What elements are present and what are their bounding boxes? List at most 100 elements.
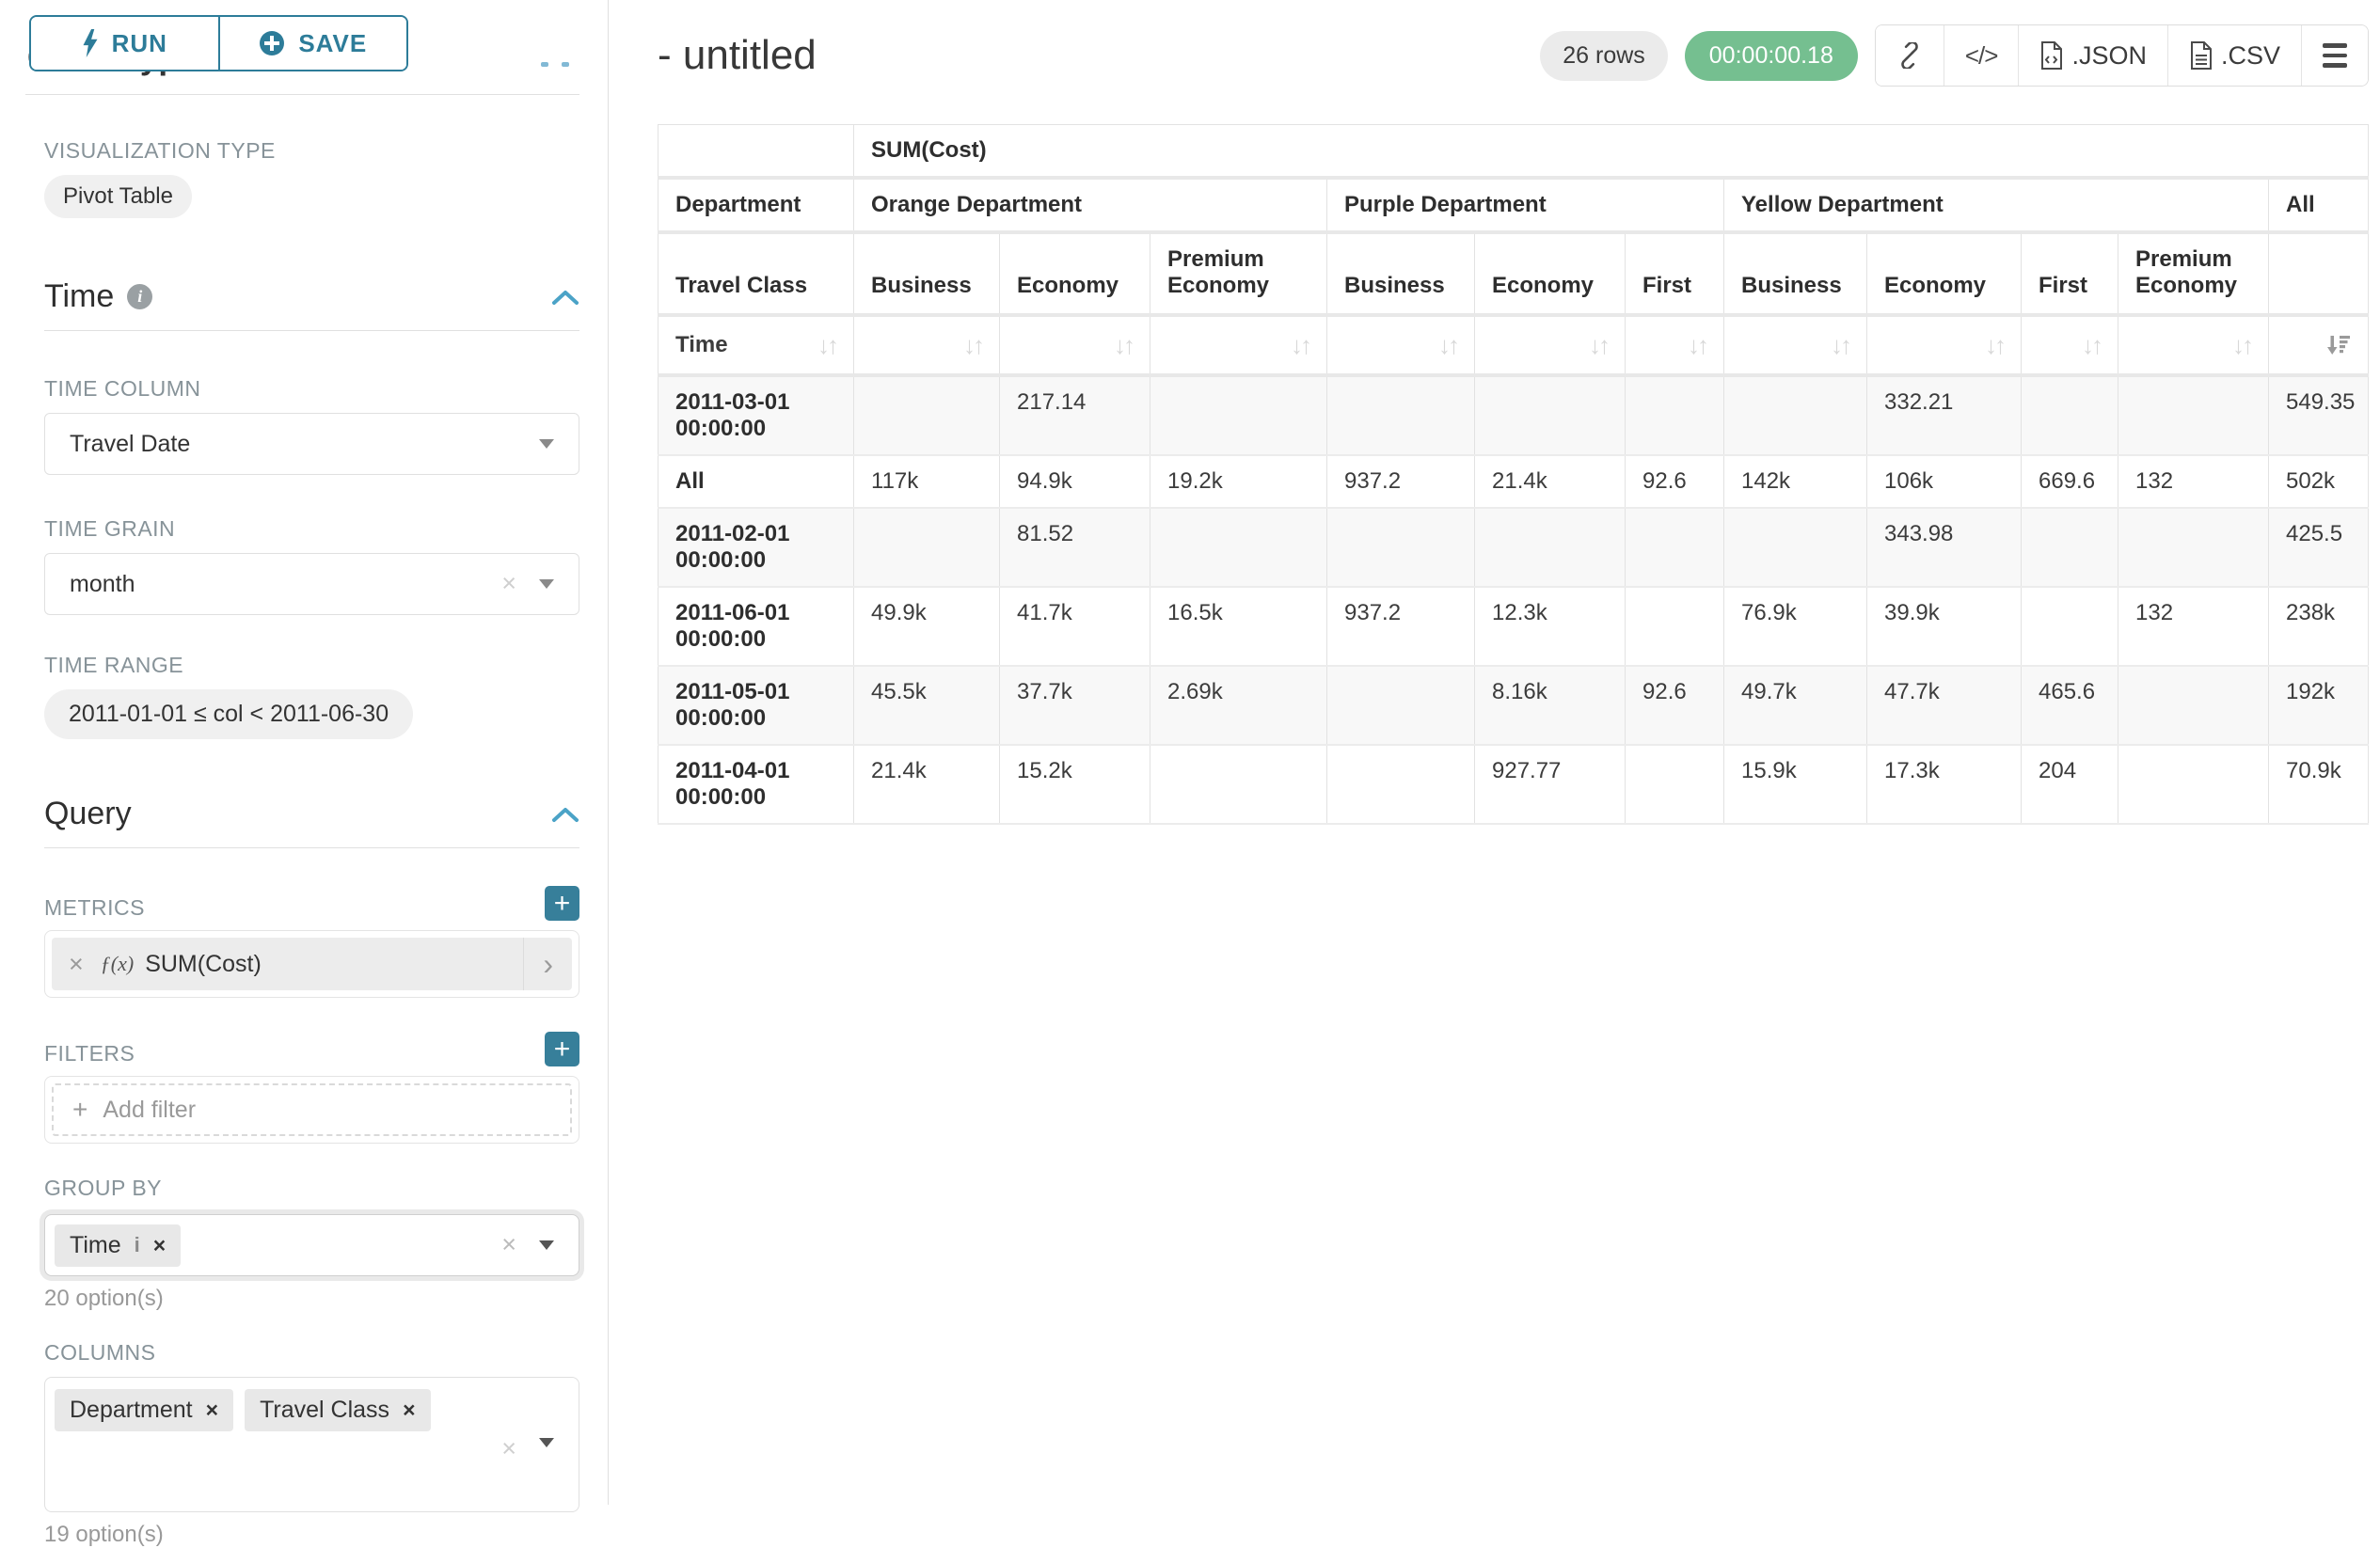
cell: 502k (2269, 455, 2369, 508)
cell: 12.3k (1475, 587, 1626, 666)
clear-icon[interactable]: × (501, 1434, 516, 1463)
run-button[interactable]: RUN (31, 17, 218, 70)
section-divider (44, 847, 579, 848)
export-csv-button[interactable]: .CSV (2167, 25, 2301, 86)
expand-metric-chevron-icon[interactable]: › (523, 938, 572, 990)
cell (1327, 745, 1475, 824)
sort-toggle-icon[interactable]: ↓↑ (1291, 331, 1309, 360)
cell (1626, 587, 1724, 666)
table-row: 2011-02-01 00:00:00 81.52 343.98 425.5 (658, 508, 2369, 587)
code-icon: </> (1965, 41, 1998, 71)
metric-item[interactable]: × ƒ(x) SUM(Cost) › (52, 938, 572, 990)
sort-toggle-icon[interactable]: ↓↑ (1688, 331, 1706, 360)
cell: 41.7k (1000, 587, 1150, 666)
sort-toggle-icon[interactable]: ↓↑ (2082, 331, 2101, 360)
columns-tag-label: Department (70, 1397, 193, 1424)
filters-label: FILTERS (44, 1041, 135, 1066)
cell: 19.2k (1150, 455, 1327, 508)
cell (1327, 375, 1475, 455)
time-column-label: TIME COLUMN (44, 376, 579, 402)
chart-type-section-header: Chart Type RUN SAVE (44, 0, 579, 95)
time-section-header: Time i (44, 278, 579, 315)
add-metric-button[interactable]: + (545, 886, 579, 921)
cell (1626, 508, 1724, 587)
sort-toggle-icon[interactable]: ↓↑ (1114, 331, 1133, 360)
cell: 8.16k (1475, 666, 1626, 745)
travel-class-header: Business (1724, 232, 1867, 315)
time-grain-label: TIME GRAIN (44, 516, 579, 542)
travel-class-header: Business (854, 232, 1000, 315)
cell: 132 (2118, 455, 2269, 508)
columns-tag[interactable]: Department × (55, 1389, 233, 1431)
cell (2118, 745, 2269, 824)
group-by-select[interactable]: Time i × × (44, 1214, 579, 1276)
save-button[interactable]: SAVE (218, 17, 407, 70)
copy-link-button[interactable] (1876, 25, 1944, 86)
metric-header: SUM(Cost) (854, 125, 2369, 179)
sort-toggle-icon[interactable]: ↓↑ (963, 331, 982, 360)
remove-tag-icon[interactable]: × (153, 1233, 166, 1258)
cell: 2.69k (1150, 666, 1327, 745)
pivot-table: SUM(Cost) Department Orange Department P… (658, 124, 2369, 825)
time-column-select[interactable]: Travel Date (44, 413, 579, 475)
cell: 343.98 (1867, 508, 2022, 587)
sort-toggle-icon[interactable]: ↓↑ (1985, 331, 2004, 360)
chevron-down-icon (539, 1438, 554, 1447)
cell: 70.9k (2269, 745, 2369, 824)
add-filter-button[interactable]: + Add filter (52, 1083, 572, 1136)
travel-class-header-row: Travel Class Business Economy Premium Ec… (658, 232, 2369, 315)
chevron-down-icon (539, 579, 554, 589)
cell: 49.9k (854, 587, 1000, 666)
sort-toggle-icon[interactable]: ↓↑ (1438, 331, 1457, 360)
clipped-chevron-dot (541, 62, 548, 67)
remove-tag-icon[interactable]: × (403, 1398, 415, 1423)
cell (1327, 508, 1475, 587)
cell (1475, 508, 1626, 587)
cell: 465.6 (2022, 666, 2118, 745)
export-json-button[interactable]: .JSON (2018, 25, 2167, 86)
columns-select[interactable]: Department × Travel Class × × (44, 1377, 579, 1512)
info-icon: i (127, 284, 152, 309)
cell (854, 508, 1000, 587)
embed-code-button[interactable]: </> (1944, 25, 2019, 86)
travel-class-header: First (1626, 232, 1724, 315)
sort-toggle-icon[interactable]: ↓↑ (1589, 331, 1608, 360)
cell: 937.2 (1327, 455, 1475, 508)
remove-metric-icon[interactable]: × (52, 950, 101, 979)
more-options-button[interactable] (2301, 25, 2368, 86)
chart-title[interactable]: - untitled (658, 32, 817, 79)
clear-icon[interactable]: × (501, 569, 516, 598)
travel-class-header: Economy (1867, 232, 2022, 315)
chevron-down-icon (539, 1240, 554, 1250)
row-count-badge: 26 rows (1540, 31, 1668, 81)
clear-icon[interactable]: × (501, 1230, 516, 1259)
clipped-chevron-dot (562, 62, 569, 67)
table-row: All 117k 94.9k 19.2k 937.2 21.4k 92.6 14… (658, 455, 2369, 508)
cell: 15.9k (1724, 745, 1867, 824)
cell: 238k (2269, 587, 2369, 666)
sort-toggle-icon[interactable]: ↓↑ (2232, 331, 2251, 360)
chevron-down-icon (539, 439, 554, 449)
group-by-tag[interactable]: Time i × (55, 1224, 181, 1267)
cell: 204 (2022, 745, 2118, 824)
time-range-pill[interactable]: 2011-01-01 ≤ col < 2011-06-30 (44, 689, 413, 739)
cell (1150, 375, 1327, 455)
cell: 21.4k (854, 745, 1000, 824)
sort-descending-active-icon[interactable] (2326, 333, 2351, 357)
remove-tag-icon[interactable]: × (206, 1398, 218, 1423)
time-grain-select[interactable]: month × (44, 553, 579, 615)
sort-toggle-icon[interactable]: ↓↑ (817, 331, 836, 360)
visualization-type-pill[interactable]: Pivot Table (44, 175, 192, 218)
collapse-chevron-up-icon[interactable] (551, 289, 579, 306)
row-label: 2011-02-01 00:00:00 (658, 508, 854, 587)
control-panel: Chart Type RUN SAVE VISUALIZATION TYPE P… (0, 0, 609, 1505)
cell: 37.7k (1000, 666, 1150, 745)
collapse-chevron-up-icon[interactable] (551, 806, 579, 823)
add-filter-plus-button[interactable]: + (545, 1032, 579, 1066)
sort-toggle-icon[interactable]: ↓↑ (1831, 331, 1849, 360)
travel-class-header: Premium Economy (1150, 232, 1327, 315)
travel-class-header: First (2022, 232, 2118, 315)
row-label: 2011-05-01 00:00:00 (658, 666, 854, 745)
department-group-header: Orange Department (854, 178, 1327, 232)
columns-tag[interactable]: Travel Class × (245, 1389, 430, 1431)
